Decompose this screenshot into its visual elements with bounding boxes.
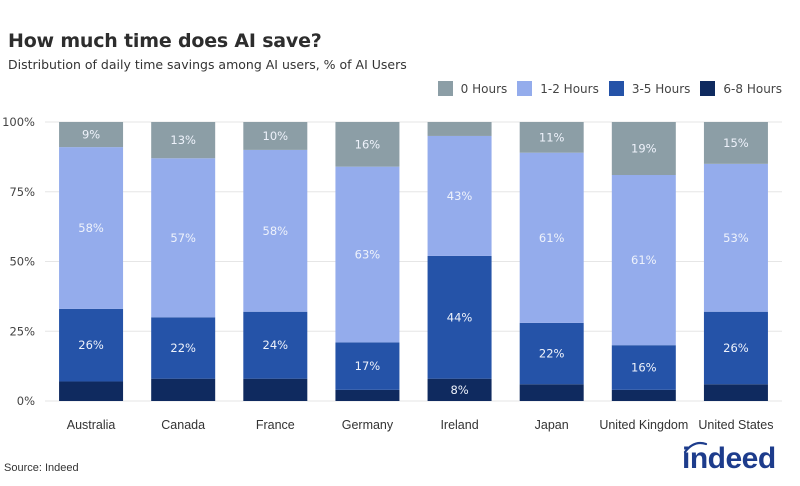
bar-segment-0-hours — [703, 122, 768, 164]
bar-segment-3-5-hours — [243, 311, 308, 379]
data-label: 11% — [539, 130, 565, 144]
data-label: 16% — [631, 361, 657, 375]
data-label: 26% — [78, 338, 104, 352]
bar-segment-1-2-hours — [335, 166, 400, 343]
bar-segment-1-2-hours — [151, 158, 216, 318]
y-tick-label: 75% — [9, 185, 35, 199]
legend-swatch — [517, 81, 533, 96]
bar-segment-0-hours — [59, 122, 124, 148]
legend-label: 6-8 Hours — [723, 81, 782, 96]
bar-segment-3-5-hours — [703, 311, 768, 385]
data-label: 22% — [539, 347, 565, 361]
bar-segment-3-5-hours — [427, 255, 492, 379]
data-label: 63% — [355, 248, 381, 262]
data-label: 17% — [355, 359, 381, 373]
data-label: 43% — [447, 189, 473, 203]
bar-segment-1-2-hours — [703, 163, 768, 312]
indeed-logo: indeed — [682, 440, 786, 480]
x-tick-label: United States — [698, 418, 773, 432]
x-tick-label: Canada — [161, 418, 205, 432]
bar-segment-3-5-hours — [335, 342, 400, 390]
data-label: 22% — [170, 341, 196, 355]
data-label: 58% — [78, 221, 104, 235]
x-tick-label: Japan — [535, 418, 569, 432]
bar-segment-0-hours — [427, 122, 492, 136]
bar-segment-3-5-hours — [59, 308, 124, 382]
bar-segment-0-hours — [519, 122, 584, 153]
bar-segment-6-8-hours — [427, 378, 492, 401]
data-label: 44% — [447, 310, 473, 324]
x-tick-label: Ireland — [440, 418, 478, 432]
legend-swatch — [437, 81, 453, 96]
bar-segment-0-hours — [335, 122, 400, 167]
x-tick-label: United Kingdom — [599, 418, 688, 432]
logo-arc-icon — [683, 441, 708, 454]
legend-label: 0 Hours — [460, 81, 508, 96]
bar-segment-6-8-hours — [703, 384, 768, 401]
y-tick-label: 50% — [9, 255, 35, 269]
data-label: 19% — [631, 142, 657, 156]
x-tick-label: Australia — [67, 418, 116, 432]
data-label: 15% — [723, 136, 749, 150]
bar-segment-3-5-hours — [611, 345, 676, 390]
bar-segment-0-hours — [611, 122, 676, 176]
bar-segment-0-hours — [243, 122, 308, 150]
bar-segment-1-2-hours — [611, 175, 676, 346]
data-label: 16% — [355, 137, 381, 151]
data-label: 61% — [631, 253, 657, 267]
chart-subtitle: Distribution of daily time savings among… — [8, 57, 407, 72]
legend-label: 1-2 Hours — [540, 81, 599, 96]
chart-legend: 0 Hours 1-2 Hours 3-5 Hours 6-8 Hours — [437, 81, 782, 96]
data-label: 8% — [450, 383, 468, 397]
data-label: 13% — [170, 133, 196, 147]
data-label: 9% — [82, 128, 100, 142]
chart-title: How much time does AI save? — [8, 30, 322, 52]
source-note: Source: Indeed — [4, 462, 79, 474]
x-tick-label: Germany — [342, 418, 394, 432]
bar-segment-6-8-hours — [59, 381, 124, 401]
bar-segment-6-8-hours — [519, 384, 584, 401]
bar-segment-1-2-hours — [519, 152, 584, 323]
x-tick-label: France — [256, 418, 295, 432]
data-label: 58% — [263, 224, 289, 238]
data-label: 24% — [263, 338, 289, 352]
legend-item: 0 Hours — [437, 81, 508, 96]
bar-segment-6-8-hours — [243, 378, 308, 401]
bar-segment-6-8-hours — [151, 378, 216, 401]
data-label: 61% — [539, 231, 565, 245]
legend-item: 1-2 Hours — [517, 81, 599, 96]
legend-item: 3-5 Hours — [608, 81, 691, 96]
data-label: 53% — [723, 231, 749, 245]
bar-segment-1-2-hours — [59, 147, 124, 309]
bar-segment-3-5-hours — [519, 322, 584, 385]
bar-segment-1-2-hours — [243, 149, 308, 312]
data-label: 10% — [263, 129, 289, 143]
bar-segment-6-8-hours — [611, 389, 676, 401]
bar-segment-1-2-hours — [427, 135, 492, 256]
legend-label: 3-5 Hours — [631, 81, 691, 96]
data-label: 26% — [723, 341, 749, 355]
y-tick-label: 100% — [2, 115, 35, 129]
legend-swatch — [700, 81, 716, 96]
y-tick-label: 0% — [17, 394, 35, 408]
logo-wordmark: indeed — [682, 442, 776, 475]
y-tick-label: 25% — [9, 324, 35, 338]
legend-swatch — [608, 81, 624, 96]
bar-segment-3-5-hours — [151, 317, 216, 379]
legend-item: 6-8 Hours — [700, 81, 782, 96]
bar-segment-6-8-hours — [335, 389, 400, 401]
bar-segment-0-hours — [151, 122, 216, 159]
data-label: 57% — [170, 231, 196, 245]
